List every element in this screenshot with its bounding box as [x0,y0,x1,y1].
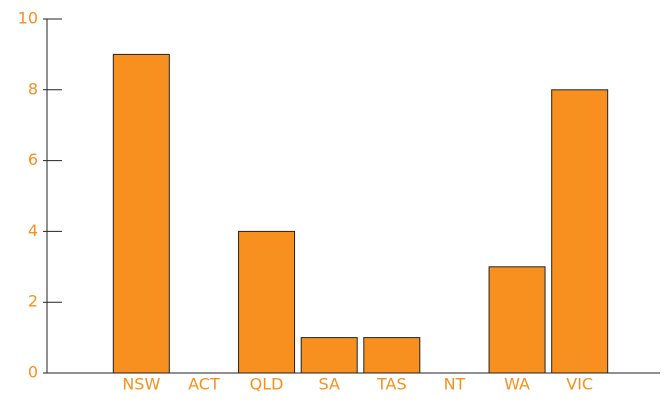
y-tick-label: 4 [28,221,38,240]
x-tick-label: WA [504,375,530,394]
x-tick-label: QLD [250,375,284,394]
x-tick-label: NT [444,375,466,394]
x-tick-label: TAS [376,375,407,394]
bar [238,230,296,374]
y-tick-label: 8 [28,79,38,98]
bar [551,89,609,374]
bar [363,337,421,374]
bar [112,53,170,374]
y-tick-label: 6 [28,150,38,169]
y-tick-label: 2 [28,292,38,311]
y-tick-label: 10 [18,9,38,28]
x-tick-label: ACT [188,375,220,394]
x-tick-label: VIC [566,375,593,394]
bar [488,266,546,374]
y-tick-label: 0 [28,363,38,382]
x-tick-label: NSW [122,375,160,394]
bar [300,337,358,374]
x-tick-label: SA [318,375,339,394]
